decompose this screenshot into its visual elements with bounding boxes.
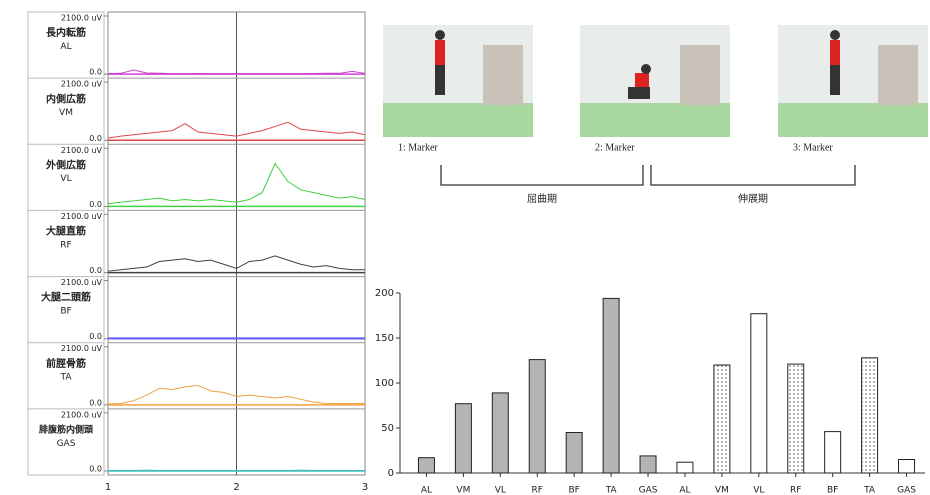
channel-name: 腓腹筋内側頭: [39, 424, 94, 436]
bar: [565, 432, 583, 474]
bar: [787, 363, 805, 474]
x-tick-label: TA: [863, 486, 876, 495]
channel-label: VL: [60, 174, 71, 184]
emg-trace: [107, 384, 365, 405]
x-tick-label: AL: [421, 486, 432, 495]
channel-label: AL: [60, 42, 71, 52]
y-tick-label: 2100.0 uV: [61, 146, 103, 155]
bar: [676, 461, 694, 474]
channel-name: 長内転筋: [46, 26, 86, 39]
x-tick-label: VM: [715, 486, 729, 495]
x-tick-label: VL: [495, 486, 506, 495]
y-tick-label: 2100.0 uV: [61, 80, 103, 89]
bar: [750, 313, 768, 474]
channel-name: 内側広筋: [46, 92, 86, 105]
y-tick-label: 2100.0 uV: [61, 14, 103, 23]
y-tick-label: 0: [388, 468, 394, 479]
x-tick-label: VL: [753, 486, 764, 495]
bar: [713, 364, 731, 474]
y-tick-label: 150: [375, 333, 394, 344]
phase-bracket: [440, 165, 856, 186]
x-tick-label: AL: [679, 486, 690, 495]
channel-label: TA: [60, 373, 73, 383]
y-tick-label: 2100.0 uV: [61, 278, 103, 287]
x-tick-label: RF: [532, 486, 543, 495]
emg-trace: [107, 69, 366, 75]
y-tick-label: 2100.0 uV: [61, 410, 103, 419]
x-tick-label: 1: [105, 482, 111, 493]
x-tick-label: 3: [362, 482, 368, 493]
bar: [602, 297, 620, 474]
bar: [898, 459, 916, 474]
x-tick-label: TA: [605, 486, 618, 495]
x-tick-label: 2: [233, 482, 239, 493]
photo-caption: 3: Marker: [793, 142, 833, 153]
x-tick-label: VM: [456, 486, 470, 495]
emg-trace: [107, 162, 366, 205]
y-tick-label: 0.0: [89, 266, 102, 275]
x-tick-label: BF: [827, 486, 838, 495]
photo: [383, 25, 533, 137]
channel-label: RF: [60, 240, 71, 250]
channel-name: 前脛骨筋: [46, 357, 86, 370]
bar: [861, 357, 879, 474]
y-tick-label: 0.0: [89, 200, 102, 209]
y-tick-label: 2100.0 uV: [61, 212, 103, 221]
bar: [639, 455, 657, 474]
x-tick-label: RF: [790, 486, 801, 495]
channel-name: 大腿直筋: [46, 225, 86, 238]
channel-name: 大腿二頭筋: [41, 291, 91, 304]
photo: [580, 25, 730, 137]
photo-caption: 1: Marker: [398, 142, 438, 153]
bar: [824, 431, 842, 474]
y-tick-label: 0.0: [89, 68, 102, 77]
channel-label: BF: [60, 306, 71, 316]
x-tick-label: GAS: [897, 486, 916, 495]
photo-panel: 1: Marker 2: Marker 3: Marker 屈曲期 伸展期: [383, 25, 928, 205]
label-frame: [27, 11, 105, 476]
bar: [417, 457, 435, 474]
emg-trace: [107, 121, 366, 139]
phase-label: 伸展期: [738, 193, 768, 205]
x-tick-label: GAS: [639, 486, 658, 495]
y-tick-label: 50: [381, 423, 394, 434]
y-tick-label: 0.0: [89, 465, 102, 474]
bar: [454, 403, 472, 474]
y-tick-label: 100: [375, 378, 394, 389]
phase-label: 屈曲期: [527, 193, 557, 205]
channel-label: VM: [59, 108, 73, 118]
channel-name: 外側広筋: [45, 158, 86, 171]
bar: [491, 392, 509, 474]
y-tick-label: 2100.0 uV: [61, 344, 103, 353]
photo: [778, 25, 928, 137]
channel-label: GAS: [57, 439, 76, 449]
y-tick-label: 0.0: [89, 134, 102, 143]
bar: [528, 359, 546, 474]
y-tick-label: 0.0: [89, 398, 102, 407]
photo-caption: 2: Marker: [595, 142, 635, 153]
y-tick-label: 200: [375, 288, 394, 299]
x-tick-label: BF: [568, 486, 579, 495]
emg-trace: [107, 255, 365, 272]
y-tick-label: 0.0: [89, 332, 102, 341]
